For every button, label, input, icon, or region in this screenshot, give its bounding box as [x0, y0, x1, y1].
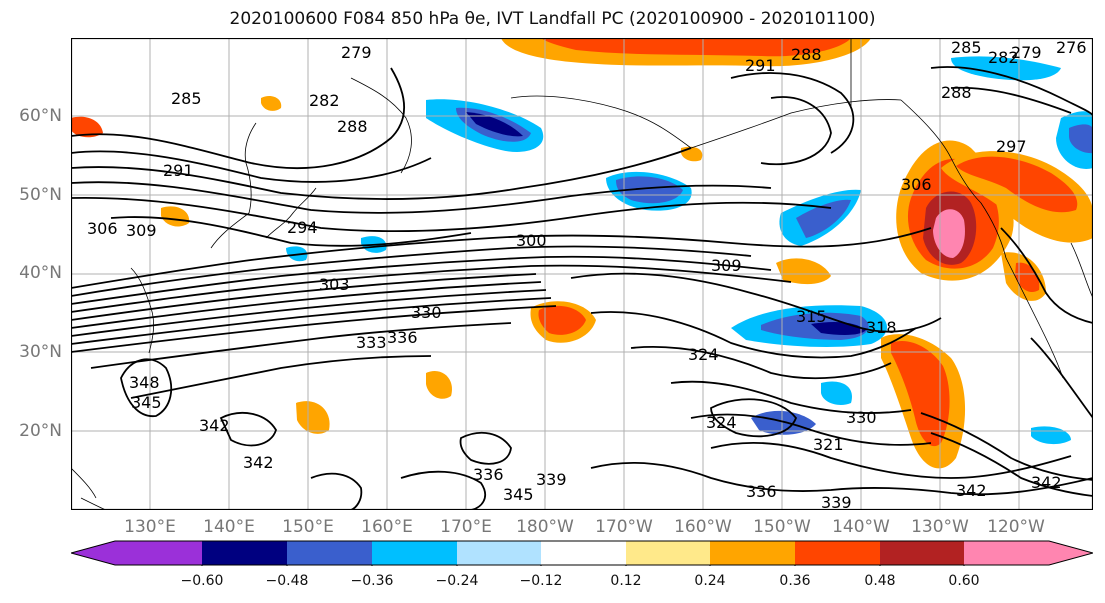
contour-label: 336: [746, 482, 777, 501]
contour-label: 300: [516, 231, 547, 250]
contour-label: 288: [791, 45, 822, 64]
colorbar-tick-label: 0.60: [948, 573, 980, 589]
lon-label: 140°W: [832, 517, 890, 537]
lon-label: 150°W: [753, 517, 811, 537]
colorbar-segment: [457, 541, 541, 565]
contour-label: 282: [988, 48, 1019, 67]
lon-label: 160°W: [674, 517, 732, 537]
lat-label: 50°N: [19, 185, 62, 205]
lat-label: 30°N: [19, 342, 62, 362]
lon-label: 130°E: [124, 517, 176, 537]
contour-label: 288: [941, 83, 972, 102]
contour-label: 336: [473, 465, 504, 484]
contour-label-layer: 279 285 282 288 291 291 288 285 282 279 …: [87, 38, 1087, 510]
contour-label: 297: [996, 137, 1027, 156]
colorbar-segment: [541, 541, 626, 565]
colorbar-tick-label: −0.48: [265, 573, 309, 589]
contour-label: 291: [745, 56, 776, 75]
lon-label: 150°E: [282, 517, 334, 537]
contour-label: 282: [309, 91, 340, 110]
contour-label: 345: [131, 393, 162, 412]
lon-label: 170°W: [595, 517, 653, 537]
lat-label: 40°N: [19, 263, 62, 283]
colorbar-extend-high: [964, 541, 1093, 565]
coastlines: [71, 38, 1093, 510]
contour-label: 318: [866, 318, 897, 337]
contour-label: 333: [356, 333, 387, 352]
contour-label: 330: [411, 303, 442, 322]
colorbar-tick-label: −0.12: [519, 573, 563, 589]
contour-label: 306: [87, 219, 118, 238]
pc-fill-layer: [71, 38, 1093, 469]
contour-label: 279: [1011, 43, 1042, 62]
lon-label: 160°E: [361, 517, 413, 537]
contour-label: 288: [337, 117, 368, 136]
contour-label: 339: [821, 493, 852, 510]
colorbar-tick-label: 0.36: [779, 573, 811, 589]
contour-label: 315: [796, 307, 827, 326]
colorbar-segment: [287, 541, 372, 565]
lon-label: 170°E: [440, 517, 492, 537]
map-title: 2020100600 F084 850 hPa θe, IVT Landfall…: [229, 9, 876, 29]
lat-label: 20°N: [19, 421, 62, 441]
contour-label: 309: [126, 221, 157, 240]
lat-label: 60°N: [19, 106, 62, 126]
contour-label: 321: [813, 435, 844, 454]
contour-label: 342: [956, 481, 987, 500]
colorbar-segment: [626, 541, 710, 565]
colorbar: [71, 540, 1093, 566]
colorbar-extend-low: [71, 541, 202, 565]
colorbar-segment: [202, 541, 287, 565]
contour-label: 348: [129, 373, 160, 392]
contour-label: 306: [901, 175, 932, 194]
contour-label: 336: [387, 328, 418, 347]
contour-label: 285: [171, 89, 202, 108]
contour-label: 342: [1031, 473, 1062, 492]
colorbar-segment: [372, 541, 457, 565]
contour-label: 330: [846, 408, 877, 427]
contour-label: 342: [243, 453, 274, 472]
contour-label: 303: [319, 275, 350, 294]
contour-label: 324: [706, 413, 737, 432]
colorbar-segment: [710, 541, 795, 565]
contour-label: 309: [711, 256, 742, 275]
contour-label: 342: [199, 416, 230, 435]
lon-label: 120°W: [987, 517, 1045, 537]
contour-label: 276: [1056, 38, 1087, 57]
contour-label: 279: [341, 43, 372, 62]
contour-label: 324: [688, 345, 719, 364]
theta-e-contours: [71, 66, 1093, 510]
contour-label: 345: [503, 485, 534, 504]
colorbar-tick-label: −0.36: [350, 573, 394, 589]
contour-label: 294: [287, 218, 318, 237]
colorbar-tick-label: −0.24: [435, 573, 479, 589]
map-panel: 279 285 282 288 291 291 288 285 282 279 …: [71, 38, 1093, 510]
colorbar-tick-label: 0.12: [610, 573, 642, 589]
contour-label: 285: [951, 38, 982, 57]
colorbar-tick-label: −0.60: [180, 573, 224, 589]
colorbar-tick-label: 0.48: [864, 573, 896, 589]
colorbar-segment: [880, 541, 964, 565]
contour-label: 339: [536, 470, 567, 489]
lon-label: 180°W: [516, 517, 574, 537]
lon-label: 130°W: [911, 517, 969, 537]
colorbar-tick-label: 0.24: [694, 573, 726, 589]
colorbar-segment: [795, 541, 880, 565]
lon-label: 140°E: [203, 517, 255, 537]
contour-label: 291: [163, 161, 194, 180]
